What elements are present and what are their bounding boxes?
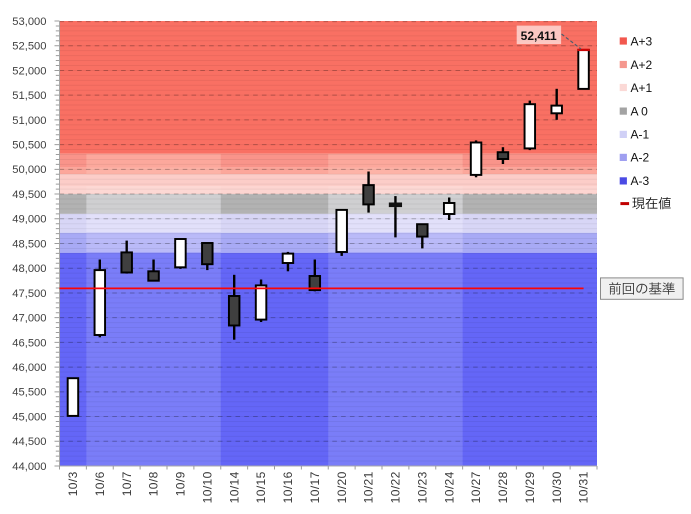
svg-text:10/20: 10/20 [335, 471, 349, 503]
svg-text:10/28: 10/28 [496, 471, 510, 503]
svg-text:10/7: 10/7 [120, 471, 134, 496]
svg-text:48,000: 48,000 [12, 263, 46, 275]
svg-text:48,500: 48,500 [12, 238, 46, 250]
svg-text:10/31: 10/31 [577, 471, 591, 503]
svg-text:52,411: 52,411 [521, 29, 557, 43]
svg-text:10/3: 10/3 [66, 471, 80, 496]
svg-text:10/17: 10/17 [308, 471, 322, 503]
svg-text:53,000: 53,000 [12, 16, 46, 28]
svg-text:10/22: 10/22 [389, 471, 403, 503]
svg-text:47,000: 47,000 [12, 313, 46, 325]
svg-text:51,500: 51,500 [12, 90, 46, 102]
svg-text:10/23: 10/23 [415, 471, 429, 503]
svg-text:10/27: 10/27 [469, 471, 483, 503]
svg-text:10/29: 10/29 [523, 471, 537, 503]
svg-text:A-1: A-1 [631, 128, 650, 142]
svg-text:44,000: 44,000 [12, 461, 46, 473]
svg-text:49,500: 49,500 [12, 189, 46, 201]
svg-text:47,500: 47,500 [12, 288, 46, 300]
svg-text:10/8: 10/8 [147, 471, 161, 496]
svg-text:52,000: 52,000 [12, 65, 46, 77]
svg-text:10/10: 10/10 [200, 471, 214, 503]
svg-text:10/14: 10/14 [227, 471, 241, 503]
svg-text:A 0: A 0 [631, 104, 649, 118]
svg-text:10/24: 10/24 [442, 471, 456, 503]
svg-text:10/16: 10/16 [281, 471, 295, 503]
svg-text:A+1: A+1 [631, 81, 653, 95]
svg-text:45,000: 45,000 [12, 411, 46, 423]
svg-text:50,500: 50,500 [12, 140, 46, 152]
svg-text:45,500: 45,500 [12, 387, 46, 399]
svg-text:A-2: A-2 [631, 151, 650, 165]
svg-text:10/21: 10/21 [362, 471, 376, 503]
svg-text:50,000: 50,000 [12, 164, 46, 176]
svg-text:49,000: 49,000 [12, 214, 46, 226]
svg-text:A-3: A-3 [631, 174, 650, 188]
svg-text:46,000: 46,000 [12, 362, 46, 374]
svg-text:52,500: 52,500 [12, 41, 46, 53]
svg-text:51,000: 51,000 [12, 115, 46, 127]
svg-text:10/9: 10/9 [174, 471, 188, 496]
svg-text:10/30: 10/30 [550, 471, 564, 503]
svg-text:46,500: 46,500 [12, 337, 46, 349]
svg-text:A+3: A+3 [631, 34, 653, 48]
svg-text:44,500: 44,500 [12, 436, 46, 448]
svg-text:10/15: 10/15 [254, 471, 268, 503]
svg-text:10/6: 10/6 [93, 471, 107, 496]
svg-text:A+2: A+2 [631, 58, 653, 72]
